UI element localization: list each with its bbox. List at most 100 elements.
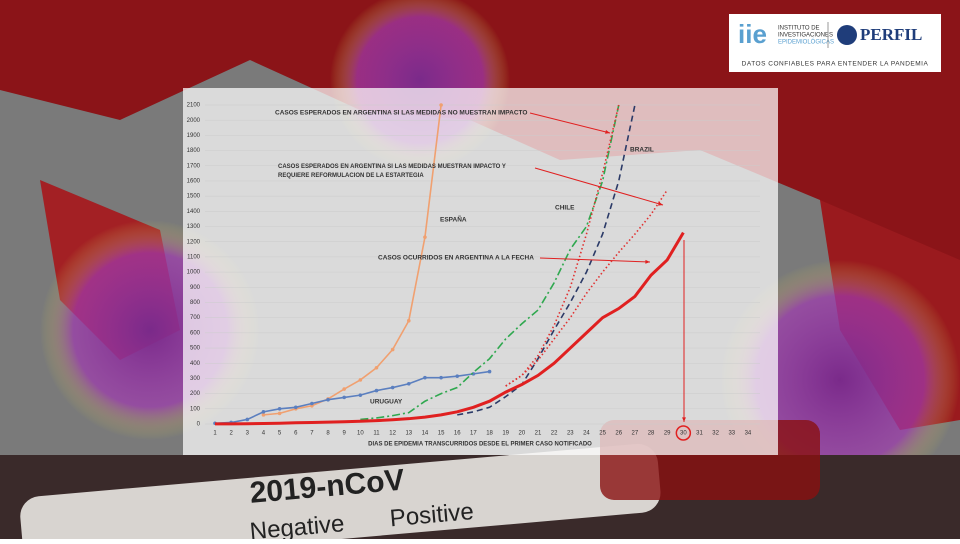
series-line bbox=[263, 104, 442, 416]
arrow-head bbox=[605, 129, 610, 134]
series-label: CHILE bbox=[555, 205, 575, 212]
x-tick-label: 30 bbox=[680, 431, 687, 437]
point bbox=[358, 378, 363, 382]
logo-icon bbox=[837, 25, 857, 45]
y-tick-label: 1100 bbox=[187, 254, 201, 260]
x-tick-label: 10 bbox=[357, 431, 364, 437]
point bbox=[342, 387, 347, 391]
y-tick-label: 100 bbox=[190, 406, 201, 412]
series-line bbox=[214, 370, 490, 425]
chart: 0100200300400500600700800900100011001200… bbox=[187, 103, 760, 448]
point bbox=[261, 410, 266, 414]
x-tick-label: 18 bbox=[486, 431, 493, 437]
x-tick-label: 7 bbox=[310, 431, 314, 437]
x-tick-label: 31 bbox=[696, 431, 703, 437]
point bbox=[293, 405, 298, 410]
x-tick-label: 8 bbox=[326, 431, 330, 437]
y-tick-label: 300 bbox=[190, 376, 201, 382]
x-tick-label: 17 bbox=[470, 431, 477, 437]
x-tick-label: 25 bbox=[599, 431, 606, 437]
series-line bbox=[505, 189, 668, 387]
logo-text: INSTITUTO DE bbox=[778, 26, 820, 32]
y-tick-label: 1300 bbox=[187, 224, 201, 230]
point bbox=[374, 388, 379, 393]
y-tick-label: 1600 bbox=[187, 179, 201, 185]
x-tick-label: 11 bbox=[373, 431, 380, 437]
arrow-head bbox=[658, 201, 663, 206]
x-tick-label: 5 bbox=[278, 431, 282, 437]
point bbox=[261, 413, 266, 417]
point bbox=[310, 401, 314, 406]
arrow-head bbox=[645, 259, 650, 264]
point bbox=[374, 365, 379, 370]
series-line bbox=[457, 104, 636, 416]
series-label: BRAZIL bbox=[630, 147, 654, 154]
x-tick-label: 19 bbox=[502, 431, 509, 437]
arrow bbox=[539, 257, 651, 263]
logo-text: EPIDEMIOLÓGICAS bbox=[778, 39, 834, 46]
logo: PERFIL bbox=[860, 25, 922, 44]
point bbox=[439, 375, 443, 380]
point bbox=[326, 397, 330, 402]
x-tick-label: 29 bbox=[664, 431, 671, 437]
point bbox=[439, 103, 443, 107]
x-tick-label: 24 bbox=[583, 431, 590, 437]
series-line bbox=[215, 231, 685, 426]
series-label: CASOS ESPERADOS EN ARGENTINA SI LAS MEDI… bbox=[278, 164, 506, 179]
y-tick-label: 1500 bbox=[187, 194, 201, 200]
x-tick-label: 3 bbox=[246, 431, 250, 437]
x-axis-label: DIAS DE EPIDEMIA TRANSCURRIDOS DESDE EL … bbox=[368, 442, 592, 448]
y-tick-label: 1000 bbox=[187, 270, 201, 276]
x-tick-label: 14 bbox=[422, 431, 429, 437]
y-tick-label: 400 bbox=[190, 361, 201, 367]
arrow-head bbox=[682, 417, 686, 422]
point bbox=[390, 347, 395, 352]
point bbox=[342, 395, 347, 400]
y-tick-label: 600 bbox=[190, 330, 201, 336]
point bbox=[455, 374, 460, 378]
x-tick-label: 16 bbox=[454, 431, 461, 437]
x-tick-label: 12 bbox=[389, 431, 396, 437]
x-tick-label: 23 bbox=[567, 431, 574, 437]
x-tick-label: 26 bbox=[615, 431, 622, 437]
logo: iie bbox=[738, 19, 767, 49]
y-tick-label: 1800 bbox=[187, 148, 201, 154]
point bbox=[407, 381, 411, 386]
arrow bbox=[529, 112, 611, 134]
highlight-circle bbox=[675, 425, 692, 441]
y-tick-label: 1200 bbox=[187, 239, 201, 245]
y-tick-label: 1400 bbox=[187, 209, 201, 215]
x-tick-label: 27 bbox=[632, 431, 639, 437]
x-tick-label: 9 bbox=[343, 431, 347, 437]
x-tick-label: 32 bbox=[712, 431, 719, 437]
series-label: ESPAÑA bbox=[440, 215, 467, 224]
point bbox=[423, 375, 427, 380]
point bbox=[277, 411, 282, 416]
x-tick-label: 34 bbox=[745, 431, 752, 437]
x-tick-label: 20 bbox=[519, 431, 526, 437]
x-tick-label: 6 bbox=[294, 431, 298, 437]
x-tick-label: 4 bbox=[262, 431, 266, 437]
y-tick-label: 2100 bbox=[187, 103, 201, 109]
point bbox=[277, 407, 282, 411]
series-label: CASOS ESPERADOS EN ARGENTINA SI LAS MEDI… bbox=[275, 110, 527, 117]
logo-box bbox=[729, 14, 941, 72]
y-tick-label: 700 bbox=[190, 315, 201, 321]
series-line bbox=[360, 104, 620, 421]
logo-text: INVESTIGACIONES bbox=[778, 33, 833, 39]
y-tick-label: 900 bbox=[190, 285, 201, 291]
x-tick-label: 33 bbox=[728, 431, 735, 437]
x-tick-label: 22 bbox=[551, 431, 558, 437]
series-line bbox=[505, 104, 620, 387]
y-tick-label: 200 bbox=[190, 391, 201, 397]
x-tick-label: 15 bbox=[438, 431, 445, 437]
y-tick-label: 1700 bbox=[187, 163, 201, 169]
x-tick-label: 21 bbox=[535, 431, 542, 437]
y-tick-label: 0 bbox=[197, 422, 201, 428]
y-tick-label: 2000 bbox=[187, 118, 201, 124]
point bbox=[487, 369, 492, 374]
point bbox=[358, 393, 363, 397]
x-tick-label: 1 bbox=[213, 431, 217, 437]
x-tick-label: 28 bbox=[648, 431, 655, 437]
